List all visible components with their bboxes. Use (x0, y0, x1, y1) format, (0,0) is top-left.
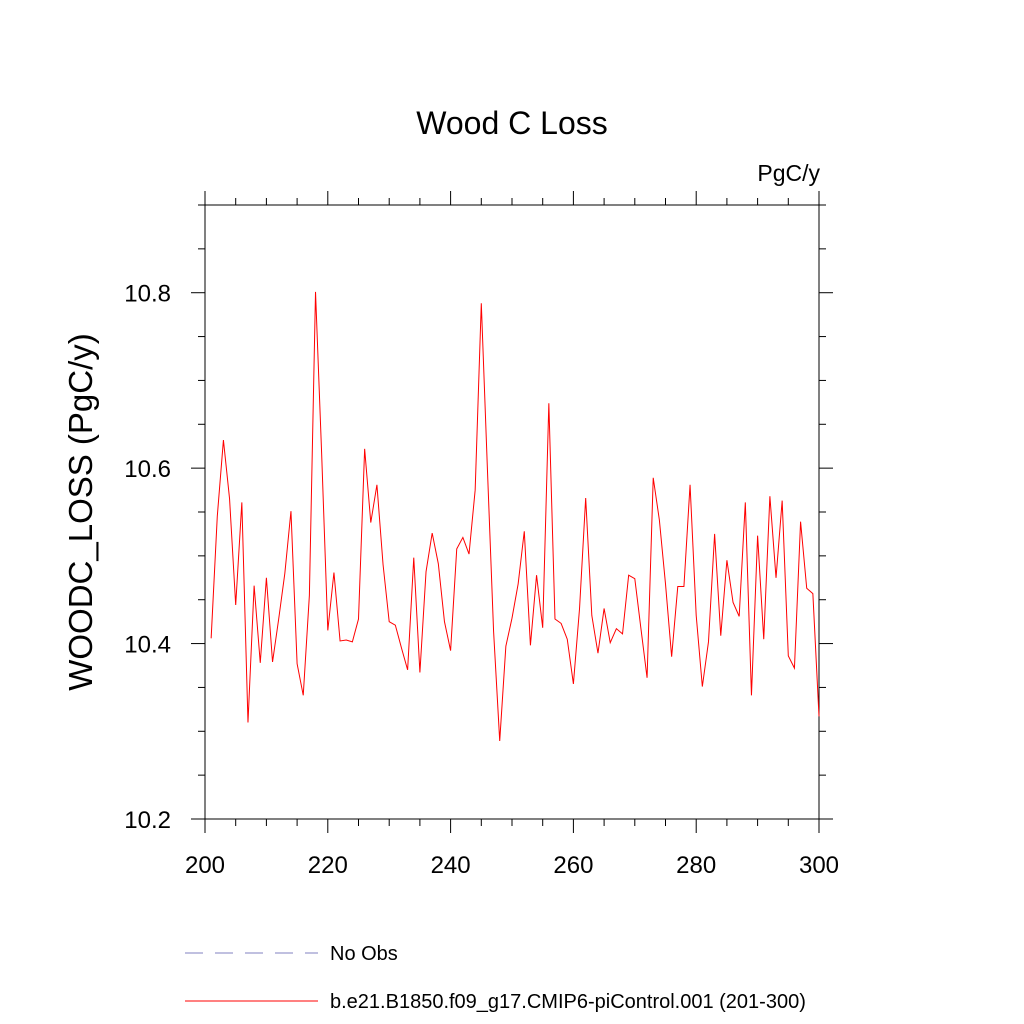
x-tick-label: 280 (676, 852, 716, 879)
series-line (210, 291, 820, 741)
series-group (210, 291, 820, 741)
y-tick-label: 10.4 (124, 632, 171, 659)
legend-label-model: b.e21.B1850.f09_g17.CMIP6-piControl.001 … (330, 991, 806, 1013)
x-tick-label: 200 (185, 852, 225, 879)
legend-label-no-obs: No Obs (330, 943, 398, 965)
legend: No Obs b.e21.B1850.f09_g17.CMIP6-piContr… (185, 943, 806, 1013)
axis-tick-labels: 200 220 240 260 280 300 10.2 10.4 10.6 10.8 (124, 281, 839, 879)
y-tick-label: 10.2 (124, 807, 171, 834)
x-tick-label: 220 (308, 852, 348, 879)
y-tick-label: 10.6 (124, 456, 171, 483)
y-axis-label: WOODC_LOSS (PgC/y) (62, 333, 99, 691)
axis-ticks (191, 191, 833, 833)
y-tick-label: 10.8 (124, 281, 171, 308)
plot-frame (204, 204, 820, 820)
chart-title: Wood C Loss (416, 105, 608, 141)
x-tick-label: 240 (431, 852, 471, 879)
units-label: PgC/y (757, 160, 820, 186)
x-tick-label: 300 (799, 852, 839, 879)
x-tick-label: 260 (553, 852, 593, 879)
